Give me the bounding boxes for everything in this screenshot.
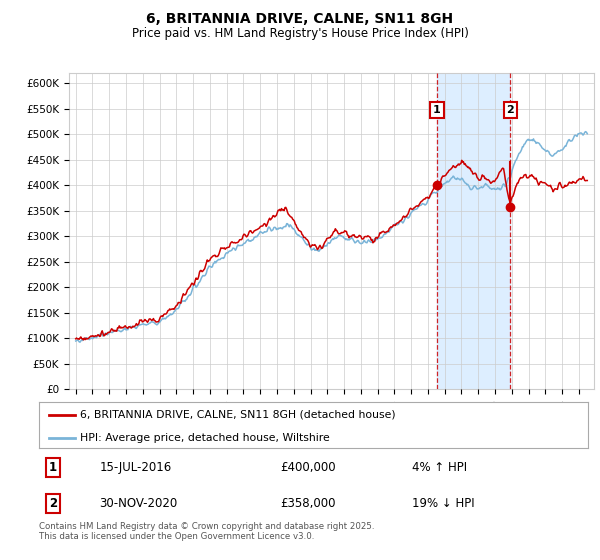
- Text: £358,000: £358,000: [281, 497, 336, 510]
- Text: Price paid vs. HM Land Registry's House Price Index (HPI): Price paid vs. HM Land Registry's House …: [131, 27, 469, 40]
- Text: 1: 1: [49, 461, 57, 474]
- Text: 30-NOV-2020: 30-NOV-2020: [100, 497, 178, 510]
- Text: 2: 2: [506, 105, 514, 115]
- Text: £400,000: £400,000: [281, 461, 336, 474]
- Text: 1: 1: [433, 105, 441, 115]
- Text: HPI: Average price, detached house, Wiltshire: HPI: Average price, detached house, Wilt…: [80, 433, 330, 443]
- Text: 19% ↓ HPI: 19% ↓ HPI: [412, 497, 475, 510]
- Text: 4% ↑ HPI: 4% ↑ HPI: [412, 461, 467, 474]
- Text: 2: 2: [49, 497, 57, 510]
- Bar: [437, 73, 511, 389]
- Text: 6, BRITANNIA DRIVE, CALNE, SN11 8GH (detached house): 6, BRITANNIA DRIVE, CALNE, SN11 8GH (det…: [80, 410, 396, 420]
- Text: 15-JUL-2016: 15-JUL-2016: [100, 461, 172, 474]
- Text: Contains HM Land Registry data © Crown copyright and database right 2025.
This d: Contains HM Land Registry data © Crown c…: [39, 522, 374, 542]
- Text: 6, BRITANNIA DRIVE, CALNE, SN11 8GH: 6, BRITANNIA DRIVE, CALNE, SN11 8GH: [146, 12, 454, 26]
